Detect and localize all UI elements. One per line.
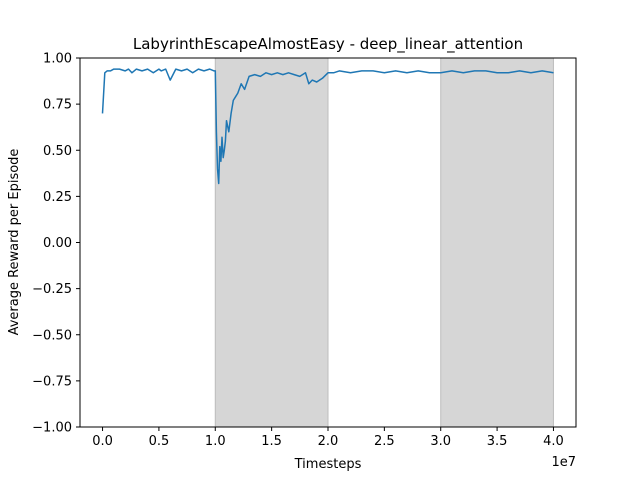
x-tick-label: 3.0 <box>430 434 451 449</box>
y-tick-label: 1.00 <box>43 52 72 67</box>
y-tick-label: 0.50 <box>43 144 72 159</box>
x-tick-label: 0.0 <box>92 434 113 449</box>
series-line-0 <box>101 68 554 185</box>
x-tick-label: 0.5 <box>149 434 170 449</box>
y-tick-label: −0.25 <box>32 282 72 297</box>
y-axis: −1.00 −0.75 −0.50 −0.25 0.00 0.25 0.50 0.75 1.00 <box>32 52 80 436</box>
x-tick-label: 2.5 <box>374 434 395 449</box>
y-tick-label: −1.00 <box>32 421 72 436</box>
y-tick-label: −0.75 <box>32 374 72 389</box>
chart-title: LabyrinthEscapeAlmostEasy - deep_linear_… <box>133 35 523 54</box>
shaded-region-1 <box>440 57 554 428</box>
x-axis: 0.0 0.5 1.0 1.5 2.0 2.5 3.0 3.5 4.0 <box>92 427 564 449</box>
x-tick-label: 4.0 <box>543 434 564 449</box>
x-tick-label: 1.5 <box>261 434 282 449</box>
x-tick-label: 1.0 <box>205 434 226 449</box>
x-axis-title: Timesteps <box>294 457 362 472</box>
y-tick-label: 0.00 <box>43 236 72 251</box>
y-axis-title: Average Reward per Episode <box>7 149 22 336</box>
shaded-region-0 <box>214 57 329 428</box>
series-layer <box>101 68 554 185</box>
shaded-regions <box>214 57 554 428</box>
x-tick-label: 3.5 <box>487 434 508 449</box>
y-tick-label: 0.25 <box>43 190 72 205</box>
x-tick-label: 2.0 <box>318 434 339 449</box>
x-offset-label: 1e7 <box>551 455 576 470</box>
y-tick-label: −0.50 <box>32 328 72 343</box>
y-tick-label: 0.75 <box>43 98 72 113</box>
